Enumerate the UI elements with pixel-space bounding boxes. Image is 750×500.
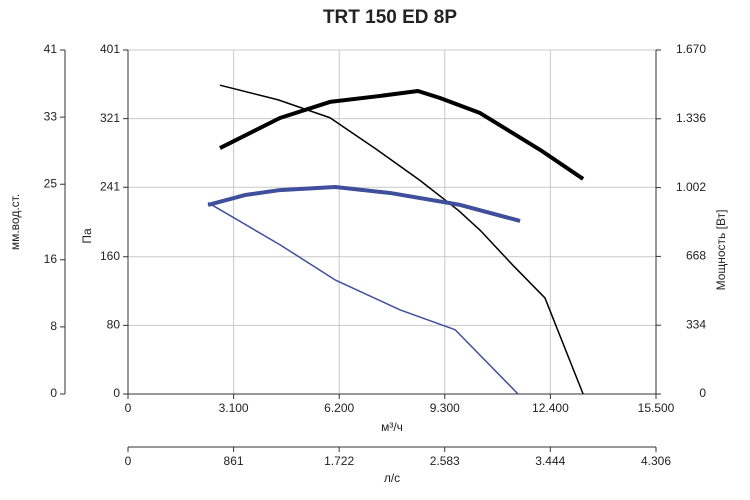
chart-title: TRT 150 ED 8P [323,7,457,28]
left-tick-label: 25 [44,176,58,190]
left-axis-label: мм.вод.ст. [8,194,22,250]
x-tick-label: 9.300 [430,401,460,415]
left-tick-label: 8 [50,319,57,333]
left-tick-label: 41 [44,42,58,56]
y-tick-label: 80 [107,318,121,332]
x-tick-label: 15.500 [638,401,675,415]
y-tick-label: 0 [113,386,120,400]
bottom-tick-label: 2.583 [430,454,460,468]
y2-axis-label: Мощность [Вт] [714,210,728,291]
curve [219,84,584,395]
curve [219,88,585,181]
bottom-tick-label: 1.722 [324,454,354,468]
x-tick-label: 12.400 [532,401,569,415]
y2-tick-label: 1.670 [676,42,706,56]
bottom-tick-label: 861 [224,454,244,468]
left-tick-label: 16 [44,252,58,266]
bottom-axis-label: л/с [384,471,400,485]
curve [207,184,521,223]
y2-tick-label: 1.336 [676,111,706,125]
y-tick-label: 160 [100,249,120,263]
y-tick-label: 241 [100,179,120,193]
left-tick-label: 0 [50,386,57,400]
y-axis-label: Па [80,228,94,244]
y-tick-label: 321 [100,111,120,125]
bottom-tick-label: 4.306 [641,454,671,468]
x-axis-label: м³/ч [381,420,403,434]
x-tick-label: 3.100 [219,401,249,415]
bottom-tick-label: 0 [125,454,132,468]
y2-tick-label: 0 [699,386,706,400]
y-tick-label: 401 [100,42,120,56]
y2-tick-label: 334 [686,317,706,331]
y2-tick-label: 668 [686,249,706,263]
x-tick-label: 6.200 [324,401,354,415]
curve [207,202,519,395]
bottom-tick-label: 3.444 [535,454,565,468]
x-tick-label: 0 [125,401,132,415]
left-tick-label: 33 [44,109,58,123]
y2-tick-label: 1.002 [676,180,706,194]
